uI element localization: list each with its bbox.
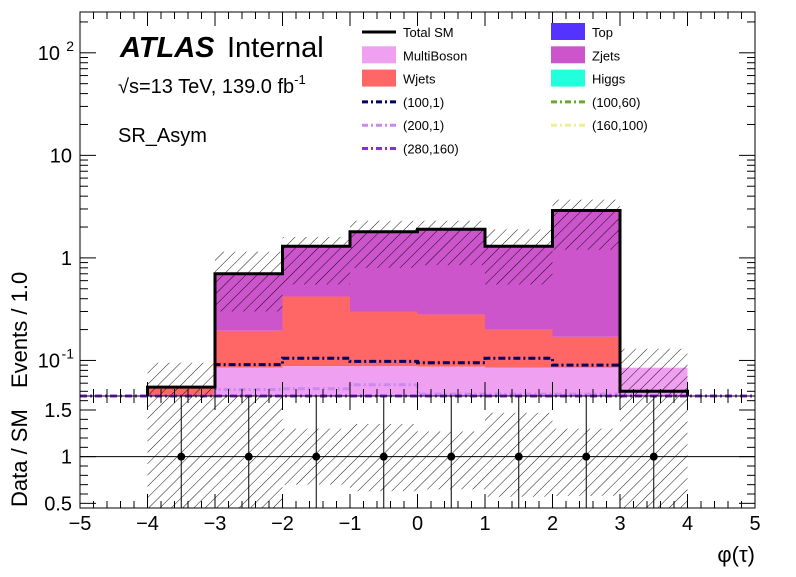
uncertainty-band — [485, 229, 553, 285]
ratio-point — [244, 452, 253, 461]
ratio-point — [312, 452, 321, 461]
x-tick-label: 0 — [412, 513, 423, 535]
bar-wjets — [215, 330, 283, 368]
uncertainty-band — [350, 220, 418, 268]
legend-swatch — [362, 69, 396, 87]
x-tick-label: 1 — [479, 513, 490, 535]
ratio-point — [649, 452, 658, 461]
svg-text:ATLAS Internal: ATLAS Internal — [119, 32, 324, 64]
signal--200-1- — [213, 383, 622, 396]
energy-lumi-sup: -1 — [294, 72, 306, 87]
legend-label: MultiBoson — [403, 48, 467, 63]
x-tick-label: −4 — [136, 513, 159, 535]
y-axis-label-main: Events / 1.0 — [7, 272, 32, 388]
legend: Total SM Top MultiBoson Zjets Wjets Higgs (100… — [362, 23, 648, 157]
y-tick-label: 10 — [38, 43, 60, 65]
ratio-point — [514, 452, 523, 461]
x-tick-label: 2 — [547, 513, 558, 535]
y-tick-label: 2 — [66, 38, 74, 54]
region-label: SR_Asym — [118, 125, 207, 147]
ratio-point — [177, 452, 186, 461]
x-tick-label: −1 — [339, 513, 362, 535]
legend-label: Top — [592, 25, 613, 40]
bar-wjets — [282, 296, 350, 367]
x-tick-label: 4 — [682, 513, 693, 535]
x-tick-label: −3 — [204, 513, 227, 535]
ratio-y-tick-label: 0.5 — [44, 493, 72, 515]
energy-lumi-label: √s=13 TeV, 139.0 fb — [118, 76, 294, 98]
total-sm-line — [146, 208, 689, 396]
x-tick-label: −2 — [271, 513, 294, 535]
ratio-point — [582, 452, 591, 461]
legend-label: (280,160) — [403, 142, 459, 157]
ratio-point — [447, 452, 456, 461]
ratio-point — [379, 452, 388, 461]
signal--100-1- — [213, 356, 622, 396]
uncertainty-band — [417, 220, 485, 266]
uncertainty-band — [620, 348, 688, 396]
ratio-y-tick-label: 1.5 — [44, 400, 72, 422]
svg-text:√s=13 TeV, 139.0 fb-1: √s=13 TeV, 139.0 fb-1 — [118, 72, 306, 98]
legend-label: Wjets — [403, 72, 436, 87]
y-tick-label: -1 — [62, 345, 75, 361]
main-panel — [80, 199, 755, 398]
uncertainty-band — [215, 251, 283, 312]
legend-label: (100,60) — [592, 95, 640, 110]
bar-multiboson — [552, 367, 620, 396]
uncertainty-band — [552, 199, 620, 250]
legend-swatch — [362, 46, 396, 64]
ratio-y-tick-label: 1 — [61, 447, 72, 469]
bar-multiboson — [350, 366, 418, 396]
legend-swatch — [551, 46, 585, 64]
bar-wjets — [350, 311, 418, 367]
atlas-label: ATLAS — [119, 32, 215, 64]
atlas-status: Internal — [227, 32, 324, 64]
uncertainty-band — [282, 236, 350, 285]
y-tick-label: 10 — [38, 350, 60, 372]
x-tick-label: 5 — [749, 513, 760, 535]
bar-multiboson — [485, 367, 553, 396]
bar-wjets — [485, 329, 553, 368]
x-tick-label: 3 — [614, 513, 625, 535]
bar-wjets — [417, 314, 485, 367]
legend-label: (200,1) — [403, 118, 444, 133]
bar-wjets — [552, 336, 620, 368]
legend-swatch — [551, 69, 585, 87]
legend-label: Higgs — [592, 72, 626, 87]
bar-multiboson — [215, 367, 283, 396]
legend-label: (160,100) — [592, 118, 648, 133]
y-tick-label: 1 — [61, 248, 72, 270]
bar-multiboson — [282, 366, 350, 396]
legend-swatch — [551, 23, 585, 40]
ratio-panel — [80, 396, 755, 508]
x-tick-label: −5 — [69, 513, 92, 535]
bar-multiboson — [417, 366, 485, 396]
uncertainty-band — [147, 362, 215, 396]
legend-label: Zjets — [592, 48, 621, 63]
y-tick-label: 10 — [50, 145, 72, 167]
x-axis-label: φ(τ) — [717, 542, 755, 567]
legend-label: Total SM — [403, 25, 454, 40]
legend-label: (100,1) — [403, 95, 444, 110]
y-axis-label-ratio: Data / SM — [7, 409, 32, 507]
